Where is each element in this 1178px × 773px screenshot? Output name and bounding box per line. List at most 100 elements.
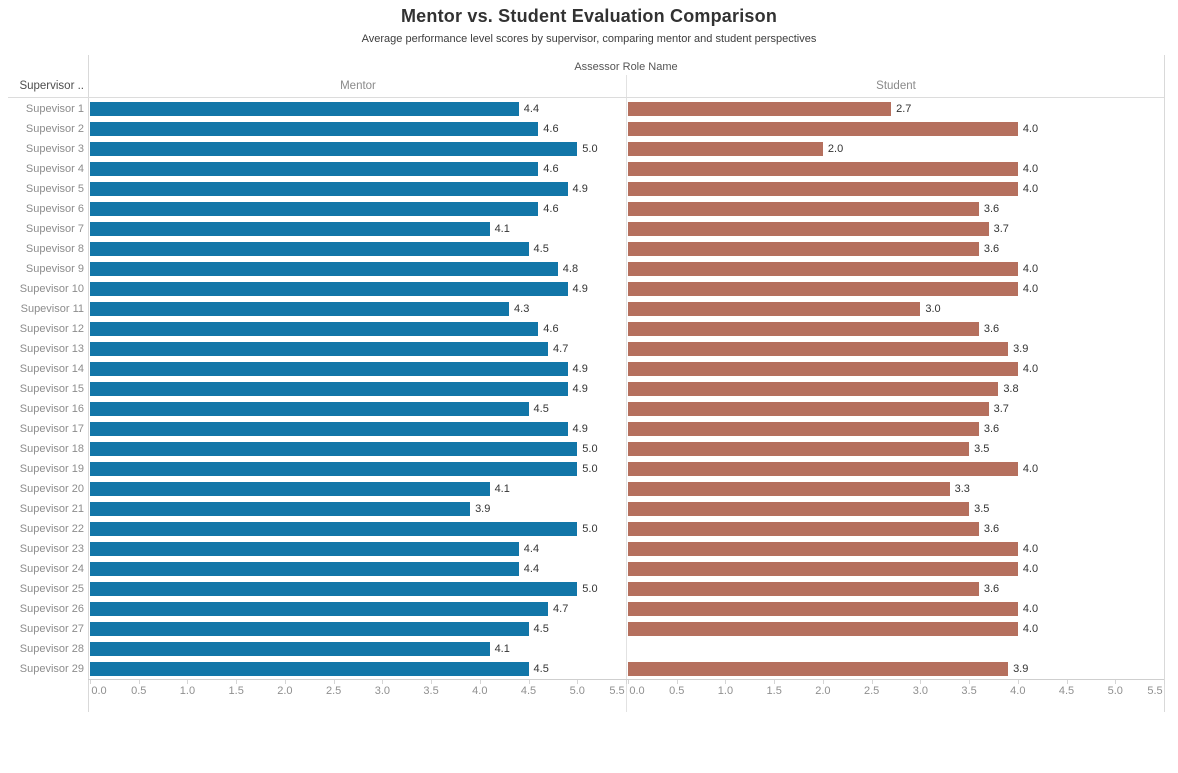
- bar-value-label: 3.9: [475, 503, 491, 515]
- student-bar[interactable]: [628, 162, 1018, 176]
- bar-value-label: 3.7: [993, 223, 1009, 235]
- student-bar[interactable]: [628, 242, 979, 256]
- student-bar[interactable]: [628, 262, 1018, 276]
- student-bar[interactable]: [628, 202, 979, 216]
- chart-title: Mentor vs. Student Evaluation Comparison: [400, 6, 778, 26]
- student-bar[interactable]: [628, 362, 1018, 376]
- bar-value-label: 3.7: [993, 403, 1009, 415]
- mentor-bar[interactable]: [90, 282, 568, 296]
- student-bar[interactable]: [628, 182, 1018, 196]
- student-bar[interactable]: [628, 382, 999, 396]
- mentor-bar[interactable]: [90, 562, 519, 576]
- student-bar[interactable]: [628, 622, 1018, 636]
- student-bar[interactable]: [628, 122, 1018, 136]
- axis-tick-label: 3.0: [912, 685, 929, 697]
- pane-header-student: Student: [876, 80, 916, 92]
- mentor-row: 3.9: [90, 499, 626, 519]
- student-bar[interactable]: [628, 602, 1018, 616]
- mentor-bar[interactable]: [90, 342, 549, 356]
- student-bar[interactable]: [628, 502, 970, 516]
- mentor-bar[interactable]: [90, 142, 578, 156]
- axis-tick-label: 2.5: [863, 685, 880, 697]
- mentor-bar[interactable]: [90, 442, 578, 456]
- student-bar[interactable]: [628, 422, 979, 436]
- mentor-pane: 4.4 4.6 5.0 4.6 4.9 4.6 4.1 4.5 4.8 4.9 4.3 4.6 4.7 4…: [90, 99, 626, 679]
- student-bar[interactable]: [628, 222, 989, 236]
- axis-tick-label: 1.5: [766, 685, 782, 697]
- mentor-bar[interactable]: [90, 202, 539, 216]
- axis-tick-label: 0.0: [629, 685, 645, 697]
- student-bar[interactable]: [628, 522, 979, 536]
- mentor-row: 4.7: [90, 599, 626, 619]
- mentor-row: 4.6: [90, 119, 626, 139]
- mentor-bar[interactable]: [90, 642, 490, 656]
- student-bar[interactable]: [628, 342, 1009, 356]
- mentor-bar[interactable]: [90, 482, 490, 496]
- axis-tick-label: 5.5: [609, 685, 625, 697]
- mentor-bar[interactable]: [90, 462, 578, 476]
- axis-tick-label: 2.0: [815, 685, 831, 697]
- row-label: Supevisor 17: [19, 423, 84, 435]
- bar-value-label: 4.8: [562, 263, 579, 275]
- student-row: 3.7: [628, 399, 1164, 419]
- mentor-bar[interactable]: [90, 622, 529, 636]
- mentor-bar[interactable]: [90, 602, 549, 616]
- mentor-bar[interactable]: [90, 302, 510, 316]
- mentor-row: 4.1: [90, 219, 626, 239]
- axis-tick-mark: [1066, 680, 1068, 684]
- row-label: Supevisor 5: [25, 183, 84, 195]
- mentor-row: 4.9: [90, 419, 626, 439]
- row-label: Supevisor 28: [19, 643, 84, 655]
- student-bar[interactable]: [628, 482, 950, 496]
- student-bar[interactable]: [628, 562, 1018, 576]
- mentor-bar[interactable]: [90, 182, 568, 196]
- student-bar[interactable]: [628, 402, 989, 416]
- mentor-row: 4.9: [90, 279, 626, 299]
- bar-value-label: 2.0: [827, 143, 844, 155]
- student-bar[interactable]: [628, 442, 970, 456]
- student-bar[interactable]: [628, 102, 892, 116]
- student-bar[interactable]: [628, 662, 1009, 676]
- mentor-bar[interactable]: [90, 162, 539, 176]
- row-label: Supevisor 21: [19, 503, 84, 515]
- student-bar[interactable]: [628, 282, 1018, 296]
- student-bar[interactable]: [628, 302, 921, 316]
- student-row: 4.0: [628, 559, 1164, 579]
- mentor-bar[interactable]: [90, 322, 539, 336]
- mentor-row: 4.4: [90, 99, 626, 119]
- student-bar[interactable]: [628, 142, 823, 156]
- axis-tick-label: 1.0: [717, 685, 734, 697]
- student-row: 3.9: [628, 339, 1164, 359]
- row-label: Supevisor 12: [19, 323, 84, 335]
- axis-tick-mark: [1017, 680, 1019, 684]
- bar-value-label: 5.0: [582, 463, 598, 475]
- mentor-bar[interactable]: [90, 502, 471, 516]
- mentor-bar[interactable]: [90, 402, 529, 416]
- student-bar[interactable]: [628, 462, 1018, 476]
- mentor-bar[interactable]: [90, 102, 519, 116]
- pane-header-mentor: Mentor: [340, 80, 376, 92]
- mentor-bar[interactable]: [90, 522, 578, 536]
- axis-tick-label: 1.5: [228, 685, 244, 697]
- mentor-bar[interactable]: [90, 542, 519, 556]
- student-bar[interactable]: [628, 582, 979, 596]
- mentor-row: 5.0: [90, 579, 626, 599]
- bar-value-label: 4.0: [1022, 263, 1039, 275]
- axis-tick-mark: [1164, 680, 1165, 684]
- mentor-bar[interactable]: [90, 122, 539, 136]
- mentor-bar[interactable]: [90, 262, 558, 276]
- mentor-bar[interactable]: [90, 362, 568, 376]
- axis-tick-label: 0.0: [91, 685, 107, 697]
- bar-value-label: 4.0: [1022, 603, 1039, 615]
- student-bar[interactable]: [628, 322, 979, 336]
- mentor-bar[interactable]: [90, 422, 568, 436]
- mentor-bar[interactable]: [90, 222, 490, 236]
- student-row: 3.6: [628, 579, 1164, 599]
- student-bar[interactable]: [628, 542, 1018, 556]
- mentor-bar[interactable]: [90, 382, 568, 396]
- mentor-bar[interactable]: [90, 662, 529, 676]
- pane-divider: [626, 75, 627, 712]
- mentor-bar[interactable]: [90, 242, 529, 256]
- mentor-row: 5.0: [90, 459, 626, 479]
- mentor-bar[interactable]: [90, 582, 578, 596]
